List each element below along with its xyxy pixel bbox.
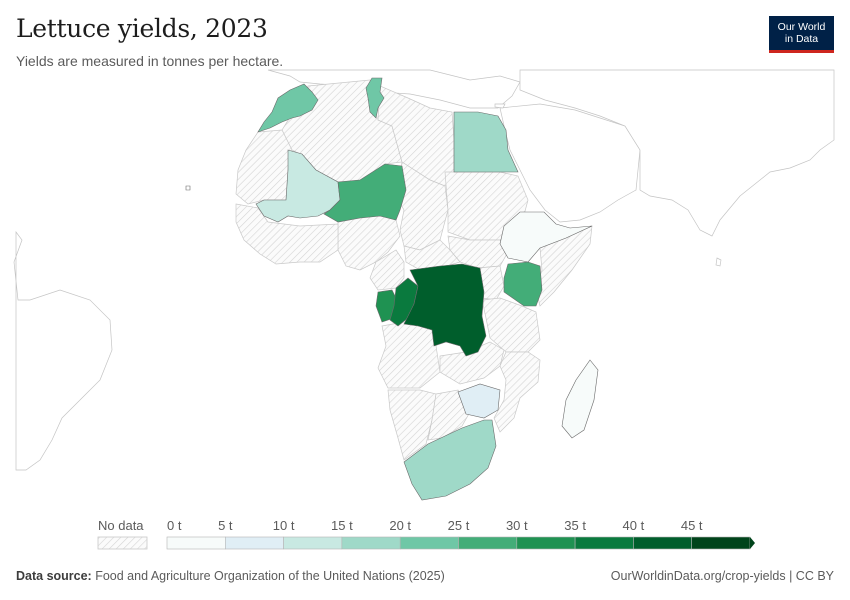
- data-source-label: Data source:: [16, 569, 92, 583]
- country-egypt[interactable]: [453, 111, 519, 173]
- country-tanzania[interactable]: [481, 297, 541, 353]
- country-south-africa[interactable]: [403, 419, 497, 501]
- land-middle-east: [499, 103, 641, 223]
- data-source-text: Food and Agriculture Organization of the…: [95, 569, 445, 583]
- legend-no-data-label: No data: [98, 518, 144, 533]
- country-cameroon[interactable]: [369, 249, 405, 291]
- logo-line-1: Our World: [777, 21, 826, 33]
- legend-no-data-swatch: [97, 536, 148, 550]
- legend-tick-label: 25 t: [448, 518, 470, 533]
- land-asia: [519, 69, 835, 237]
- logo-line-2: in Data: [784, 33, 819, 45]
- legend-tick-label: 15 t: [331, 518, 353, 533]
- country-mali[interactable]: [255, 149, 341, 223]
- legend-tick-label: 0 t: [167, 518, 182, 533]
- country-mozambique-malawi[interactable]: [493, 351, 541, 433]
- country-morocco[interactable]: [257, 83, 319, 133]
- data-source: Data source: Food and Agriculture Organi…: [16, 569, 445, 583]
- legend-tick-label: 30 t: [506, 518, 528, 533]
- legend-bin-9: [691, 536, 751, 550]
- country-western-sahara-mauritania[interactable]: [235, 129, 293, 205]
- country-niger[interactable]: [323, 163, 407, 223]
- country-central-african-republic[interactable]: [403, 239, 461, 271]
- country-tunisia[interactable]: [365, 77, 385, 119]
- land-cyprus: [494, 103, 506, 109]
- legend-bin-3: [341, 536, 401, 550]
- country-dr-congo[interactable]: [403, 263, 487, 357]
- source-url-link[interactable]: OurWorldinData.org/crop-yields | CC BY: [610, 569, 834, 583]
- legend-tick-label: 20 t: [389, 518, 411, 533]
- legend-tick-label: 35 t: [564, 518, 586, 533]
- legend-bin-1: [225, 536, 284, 550]
- legend-tick-label: 5 t: [218, 518, 233, 533]
- country-madagascar[interactable]: [561, 359, 599, 439]
- map-legend: No data 0 t 5 t 10 t 15 t 20 t 25 t 30 t 35 t 40…: [97, 518, 755, 550]
- legend-bin-5: [458, 536, 518, 550]
- country-zimbabwe[interactable]: [457, 383, 501, 419]
- land-americas: [13, 230, 113, 471]
- land-europe: [267, 69, 521, 109]
- legend-tick-labels: 0 t 5 t 10 t 15 t 20 t 25 t 30 t 35 t 40 t 45 t: [167, 518, 703, 533]
- owid-logo[interactable]: Our World in Data: [769, 16, 834, 53]
- country-angola[interactable]: [377, 321, 441, 389]
- country-west-africa-coast[interactable]: [235, 203, 339, 265]
- country-cape-verde: [185, 185, 191, 191]
- legend-tick-label: 45 t: [681, 518, 703, 533]
- country-ethiopia[interactable]: [499, 211, 593, 263]
- legend-bin-4: [399, 536, 459, 550]
- chart-title: Lettuce yields, 2023: [16, 14, 268, 43]
- chart-subtitle: Yields are measured in tonnes per hectar…: [16, 53, 284, 69]
- land-sri-lanka: [715, 257, 722, 267]
- legend-bin-7: [574, 536, 634, 550]
- legend-color-scale: [166, 536, 755, 550]
- legend-bin-0: [166, 536, 226, 550]
- legend-tick-label: 10 t: [273, 518, 295, 533]
- legend-bin-8: [633, 536, 693, 550]
- country-kenya[interactable]: [503, 261, 543, 307]
- legend-bin-2: [283, 536, 343, 550]
- legend-arrow-tip: [750, 537, 755, 549]
- legend-bin-6: [516, 536, 576, 550]
- legend-tick-label: 40 t: [623, 518, 645, 533]
- country-namibia[interactable]: [387, 389, 437, 461]
- choropleth-map[interactable]: [0, 68, 850, 508]
